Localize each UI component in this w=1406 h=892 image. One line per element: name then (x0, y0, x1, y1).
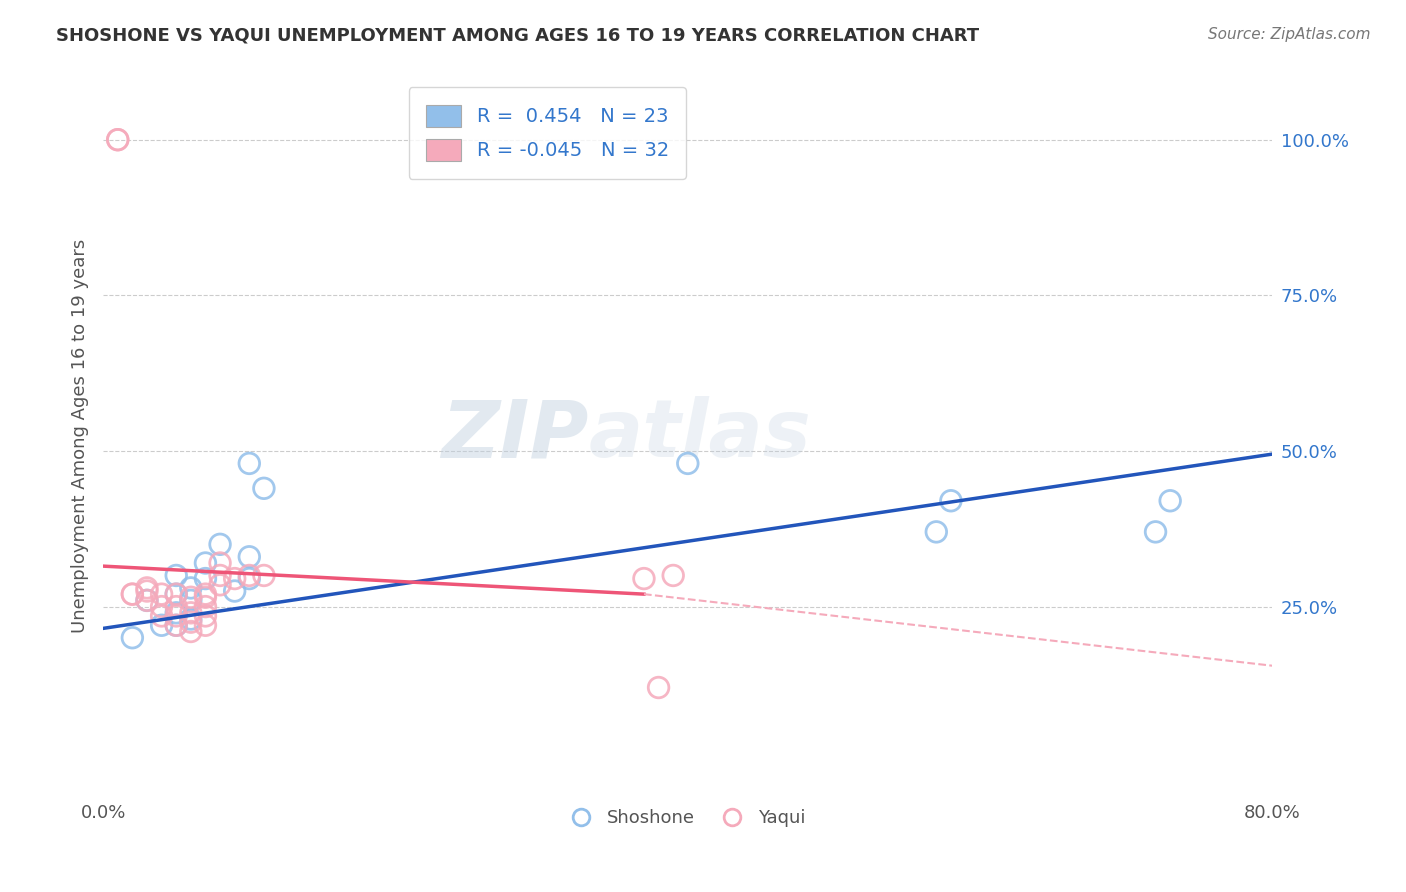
Point (121, 587, 143, 601)
Point (165, 587, 187, 601)
Point (180, 606, 202, 620)
Point (194, 609, 217, 624)
Point (224, 584, 246, 599)
Point (150, 609, 173, 624)
Point (165, 618, 187, 632)
Point (1144, 524, 1167, 539)
Point (165, 609, 187, 624)
Point (194, 618, 217, 632)
Point (180, 612, 202, 626)
Point (939, 493, 962, 508)
Y-axis label: Unemployment Among Ages 16 to 19 years: Unemployment Among Ages 16 to 19 years (72, 238, 89, 632)
Point (238, 568, 260, 582)
Point (165, 606, 187, 620)
Point (150, 618, 173, 632)
Text: Source: ZipAtlas.com: Source: ZipAtlas.com (1208, 27, 1371, 42)
Point (194, 591, 217, 605)
Point (633, 572, 655, 586)
Point (676, 457, 699, 471)
Point (209, 537, 232, 551)
Point (136, 593, 159, 607)
Point (136, 584, 159, 599)
Point (150, 587, 173, 601)
Text: ZIP: ZIP (441, 396, 589, 475)
Point (662, 568, 685, 582)
Point (238, 549, 260, 564)
Point (253, 568, 276, 582)
Point (1159, 493, 1181, 508)
Point (165, 568, 187, 582)
Point (238, 457, 260, 471)
Point (165, 599, 187, 614)
Point (180, 581, 202, 595)
Point (224, 572, 246, 586)
Point (121, 631, 143, 645)
Point (647, 681, 669, 695)
Text: SHOSHONE VS YAQUI UNEMPLOYMENT AMONG AGES 16 TO 19 YEARS CORRELATION CHART: SHOSHONE VS YAQUI UNEMPLOYMENT AMONG AGE… (56, 27, 980, 45)
Point (180, 591, 202, 605)
Point (165, 618, 187, 632)
Point (180, 593, 202, 607)
Point (136, 593, 159, 607)
Point (107, 133, 129, 147)
Point (209, 556, 232, 570)
Point (253, 481, 276, 495)
Point (194, 599, 217, 614)
Point (194, 572, 217, 586)
Point (209, 568, 232, 582)
Point (238, 572, 260, 586)
Legend: Shoshone, Yaqui: Shoshone, Yaqui (564, 802, 813, 834)
Point (136, 581, 159, 595)
Text: atlas: atlas (589, 396, 811, 475)
Point (121, 587, 143, 601)
Point (180, 615, 202, 629)
Point (209, 578, 232, 592)
Point (150, 599, 173, 614)
Point (165, 587, 187, 601)
Point (194, 556, 217, 570)
Point (925, 524, 948, 539)
Point (180, 624, 202, 639)
Point (107, 133, 129, 147)
Point (194, 587, 217, 601)
